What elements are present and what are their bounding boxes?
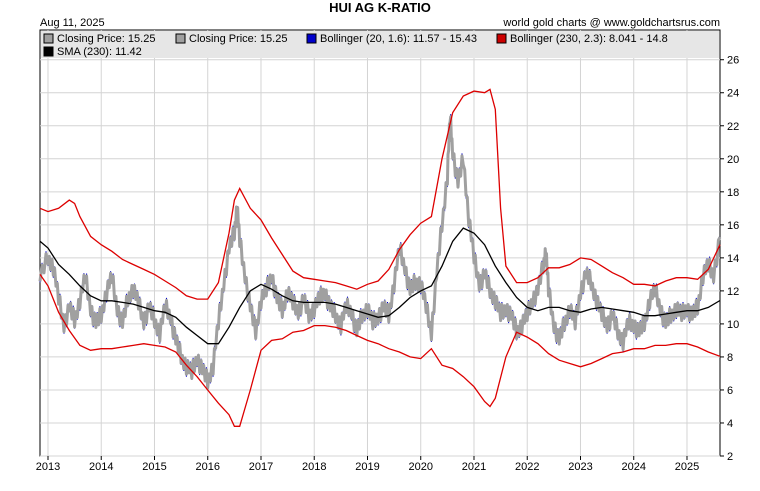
y-tick-label: 18 (727, 187, 739, 199)
x-tick-label: 2021 (462, 461, 486, 473)
legend-box (41, 31, 719, 58)
y-tick-label: 20 (727, 154, 739, 166)
legend-swatch (175, 33, 186, 44)
series-bollinger-230-2-3-upper (39, 88, 721, 300)
series-sma-230- (39, 227, 721, 345)
x-tick-label: 2020 (408, 461, 432, 473)
x-tick-label: 2016 (195, 461, 219, 473)
x-tick-label: 2014 (89, 461, 113, 473)
x-tick-label: 2023 (568, 461, 592, 473)
series-bollinger-230-2-3-lower (39, 274, 721, 427)
chart-date: Aug 11, 2025 (40, 17, 105, 29)
legend-label: Closing Price: 15.25 (57, 33, 155, 45)
grid-layer (40, 30, 720, 457)
y-tick-label: 22 (727, 121, 739, 133)
legend-label: Closing Price: 15.25 (189, 33, 287, 45)
chart-title: HUI AG K-RATIO (329, 0, 431, 15)
x-tick-label: 2018 (302, 461, 326, 473)
y-tick-label: 16 (727, 220, 739, 232)
y-tick-label: 26 (727, 55, 739, 67)
x-tick-label: 2024 (621, 461, 645, 473)
y-tick-label: 12 (727, 286, 739, 298)
legend-label: SMA (230): 11.42 (57, 46, 142, 58)
x-tick-label: 2019 (355, 461, 379, 473)
series-closing-price (38, 115, 722, 390)
y-tick-label: 10 (727, 319, 739, 331)
legend-swatch (43, 33, 54, 44)
y-tick-label: 14 (727, 253, 739, 265)
legend-label: Bollinger (230, 2.3): 8.041 - 14.8 (510, 33, 668, 45)
legend-label: Bollinger (20, 1.6): 11.57 - 15.43 (320, 33, 477, 45)
legend-swatch (306, 33, 317, 44)
y-tick-label: 2 (727, 451, 733, 463)
x-tick-label: 2025 (675, 461, 699, 473)
y-tick-label: 24 (727, 88, 739, 100)
legend-swatch (496, 33, 507, 44)
y-tick-label: 8 (727, 352, 733, 364)
y-tick-label: 4 (727, 418, 733, 430)
x-tick-label: 2015 (142, 461, 166, 473)
x-tick-label: 2013 (36, 461, 60, 473)
chart-source: world gold charts @ www.goldchartsrus.co… (502, 17, 720, 29)
x-tick-label: 2022 (515, 461, 539, 473)
plot-area (39, 29, 721, 457)
legend-swatch (43, 46, 54, 57)
x-tick-label: 2017 (249, 461, 273, 473)
legend: Closing Price: 15.25 Closing Price: 15.25… (43, 33, 668, 58)
axis-layer: 2013 2014 2015 2016 2017 2018 2019 2020 2021 2022… (36, 55, 740, 473)
y-tick-label: 6 (727, 385, 733, 397)
series-layer (38, 88, 722, 427)
